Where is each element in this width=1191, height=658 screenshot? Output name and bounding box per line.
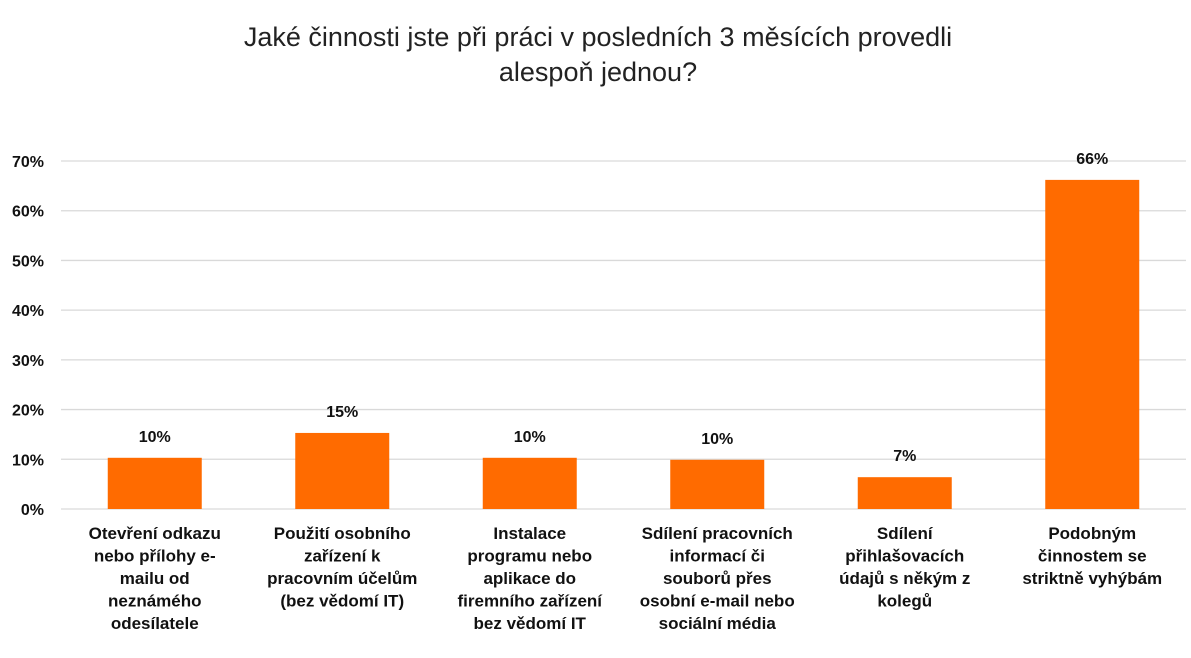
data-labels: 10% 15% 10% 10% 7% 66% [139,151,1109,465]
y-tick-label: 60% [12,204,44,221]
category-label-line: aplikace do [483,569,576,588]
data-label: 7% [893,448,916,465]
category-label-line: programu nebo [467,547,592,566]
bar [857,477,952,509]
category-label-line: bez vědomí IT [474,614,587,633]
category-label-line: Sdílení pracovních [642,524,793,543]
category-label-line: Otevření odkazu [89,524,221,543]
category-label-line: nebo přílohy e- [94,547,216,566]
bar [107,457,202,509]
category-label: Instalace programu nebo aplikace do firemní… [457,524,603,633]
data-label: 10% [514,429,546,446]
bar [295,432,390,509]
category-label: Sdílení pracovních informací či souborů př… [640,524,795,633]
category-label-line: souborů přes [663,569,772,588]
bar [482,457,577,509]
y-tick-label: 40% [12,303,44,320]
category-label-line: činnostem se [1038,547,1147,566]
category-label-line: mailu od [120,569,190,588]
bar [1045,179,1140,510]
category-label-line: Podobným [1048,524,1136,543]
bars [107,179,1140,510]
category-label: Otevření odkazu nebo přílohy e-mailu od ne… [89,524,221,633]
y-tick-label: 50% [12,253,44,270]
data-label: 15% [326,404,358,421]
data-label: 10% [139,429,171,446]
bar [670,459,765,509]
category-label-line: údajů s někým z [839,569,970,588]
gridlines [61,160,1186,510]
category-label-line: odesílatele [111,614,199,633]
category-label-line: informací či [670,547,765,566]
category-label-line: neznámého [108,592,202,611]
category-label: Použití osobního zařízení k pracovním účel… [267,524,417,611]
chart-title-line-2: alespoň jednou? [499,57,697,87]
category-label-line: Sdílení [877,524,934,543]
category-label-line: kolegů [877,592,932,611]
category-label-line: Instalace [493,524,566,543]
y-tick-label: 10% [12,452,44,469]
category-label-line: Použití osobního [274,524,411,543]
y-axis-ticks: 0% 10% 20% 30% 40% 50% 60% 70% [12,154,44,519]
category-label-line: osobní e-mail nebo [640,592,795,611]
y-tick-label: 30% [12,353,44,370]
category-label-line: zařízení k [304,547,381,566]
category-label-line: firemního zařízení [457,592,603,611]
y-tick-label: 20% [12,403,44,420]
category-label-line: striktně vyhýbám [1022,569,1162,588]
y-tick-label: 70% [12,154,44,171]
x-axis-categories: Otevření odkazu nebo přílohy e-mailu od ne… [89,524,1163,633]
category-label-line: (bez vědomí IT) [280,592,404,611]
data-label: 10% [701,431,733,448]
category-label-line: sociální média [659,614,777,633]
chart-title-line-1: Jaké činnosti jste při práci v posledníc… [244,22,952,52]
y-tick-label: 0% [21,502,44,519]
category-label-line: pracovním účelům [267,569,417,588]
category-label-line: přihlašovacích [845,547,964,566]
category-label: Podobným činnostem se striktně vyhýbám [1022,524,1162,588]
category-label: Sdílení přihlašovacích údajů s někým z kole… [839,524,970,611]
data-label: 66% [1076,151,1108,168]
